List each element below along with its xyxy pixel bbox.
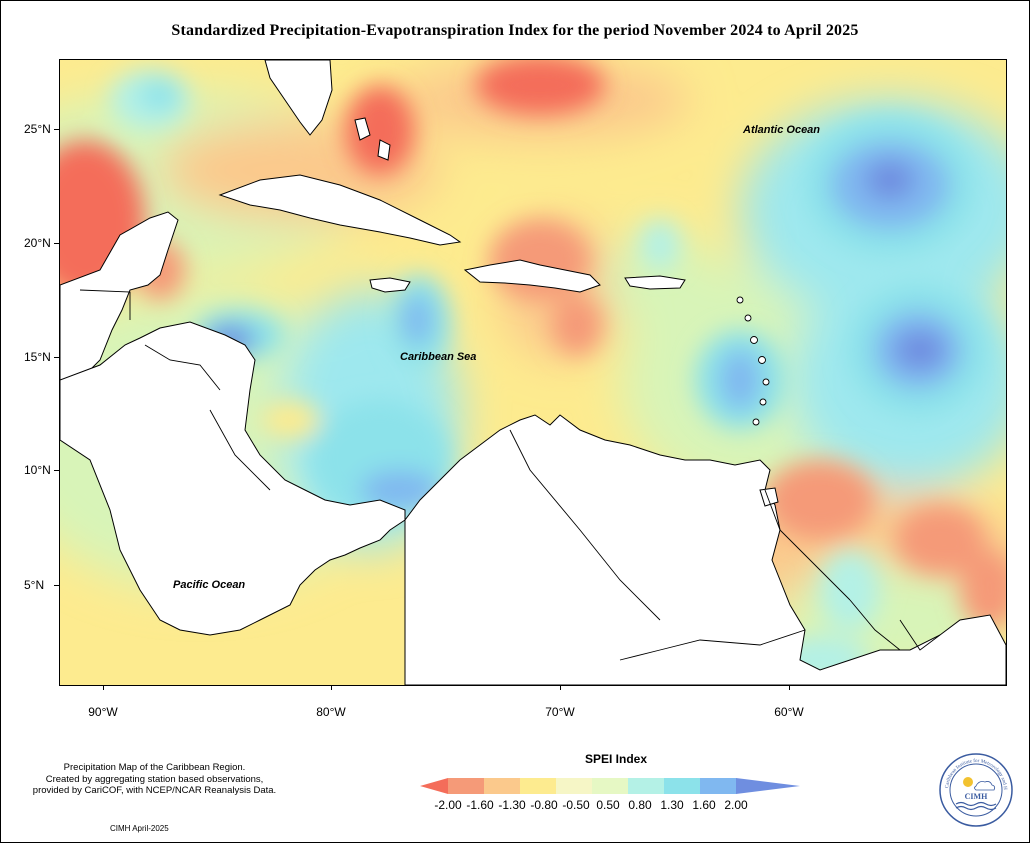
legend-tick-label: 2.00: [724, 798, 748, 812]
cimh-logo: Caribbean Institute for Meteorology and …: [938, 752, 1013, 827]
puerto-rico: [624, 275, 686, 290]
legend-tick-label: -0.80: [530, 798, 558, 812]
lon-label-70: 70°W: [545, 705, 575, 719]
borders: [79, 289, 941, 661]
water-wave-icon: [955, 801, 997, 807]
border-suriname-guiana: [899, 619, 941, 651]
legend-segments: [420, 778, 800, 794]
legend-segment: [520, 778, 557, 794]
border-colombia-venezuela: [509, 429, 661, 621]
lat-label-5: 5°N: [24, 578, 45, 592]
legend-arrow-high: [736, 778, 800, 794]
florida: [264, 60, 333, 136]
lon-tick-90: [103, 685, 104, 690]
lon-tick-60: [789, 685, 790, 690]
legend-tick-labels: -2.00 -1.60 -1.30 -0.80 -0.50 0.50 0.80 1.30 1.6…: [420, 798, 800, 814]
south-america: [404, 414, 1006, 685]
description-line-3: provided by CariCOF, with NCEP/NCAR Rean…: [32, 785, 277, 796]
lon-tick-80: [331, 685, 332, 690]
legend-tick-label: -1.30: [498, 798, 526, 812]
lon-tick-70: [560, 685, 561, 690]
border-central-2: [209, 409, 271, 491]
land-masses: [60, 60, 1006, 685]
legend-tick-label: -0.50: [562, 798, 590, 812]
credit-text: CIMH April-2025: [110, 824, 169, 833]
spei-map: Atlantic Ocean Caribbean Sea Pacific Oce…: [59, 59, 1007, 686]
islands: [218, 117, 779, 507]
legend-segment: [592, 778, 629, 794]
legend-segment: [556, 778, 593, 794]
cuba: [218, 174, 462, 246]
legend-tick-label: 1.30: [660, 798, 684, 812]
logo-name: CIMH: [965, 792, 988, 801]
legend-segment: [628, 778, 665, 794]
lat-tick-20: [54, 243, 59, 244]
lat-tick-25: [54, 129, 59, 130]
legend-tick-label: 0.80: [628, 798, 652, 812]
lon-label-60: 60°W: [774, 705, 804, 719]
central-america: [60, 321, 406, 636]
border-venezuela-guyana: [764, 489, 851, 601]
legend-title: SPEI Index: [585, 752, 648, 766]
description-line-2: Created by aggregating station based obs…: [45, 773, 264, 785]
border-brazil: [619, 629, 806, 661]
jamaica: [369, 277, 411, 293]
cloud-icon: [974, 781, 996, 791]
border-guyana-suriname: [849, 599, 901, 651]
legend-segment: [448, 778, 485, 794]
lat-tick-10: [54, 470, 59, 471]
lon-label-90: 90°W: [88, 705, 118, 719]
legend-tick-label: 1.60: [692, 798, 716, 812]
map-title: Standardized Precipitation-Evapotranspir…: [171, 22, 859, 39]
legend-segment: [664, 778, 701, 794]
lat-label-20: 20°N: [24, 236, 51, 250]
pacific-ocean-label: Pacific Ocean: [173, 579, 246, 591]
bahamas-a: [354, 117, 371, 141]
trinidad: [759, 487, 779, 507]
lon-label-80: 80°W: [316, 705, 346, 719]
map-description: Precipitation Map of the Caribbean Regio…: [12, 762, 297, 797]
legend-arrow-low: [420, 778, 448, 794]
border-mexico-guatemala: [79, 289, 131, 320]
spei-map-canvas: [60, 60, 1006, 685]
sun-icon: [963, 777, 973, 787]
lat-label-25: 25°N: [24, 122, 51, 136]
legend-segment: [700, 778, 737, 794]
legend-tick-label: -1.60: [466, 798, 494, 812]
lat-label-10: 10°N: [24, 463, 51, 477]
lesser-antilles: [736, 296, 770, 426]
legend-tick-label: 0.50: [596, 798, 620, 812]
border-central-1: [144, 344, 221, 391]
legend-colorbar: [420, 778, 800, 794]
hispaniola: [463, 259, 601, 293]
atlantic-ocean-label: Atlantic Ocean: [743, 124, 821, 136]
water-wave-icon-2: [955, 805, 997, 811]
lat-tick-15: [54, 357, 59, 358]
lat-label-15: 15°N: [24, 350, 51, 364]
caribbean-sea-label: Caribbean Sea: [400, 351, 477, 363]
description-line-1: Precipitation Map of the Caribbean Regio…: [63, 762, 246, 773]
lat-tick-5: [54, 585, 59, 586]
legend-segment: [484, 778, 521, 794]
bahamas-b: [377, 139, 391, 161]
legend-tick-label: -2.00: [434, 798, 462, 812]
